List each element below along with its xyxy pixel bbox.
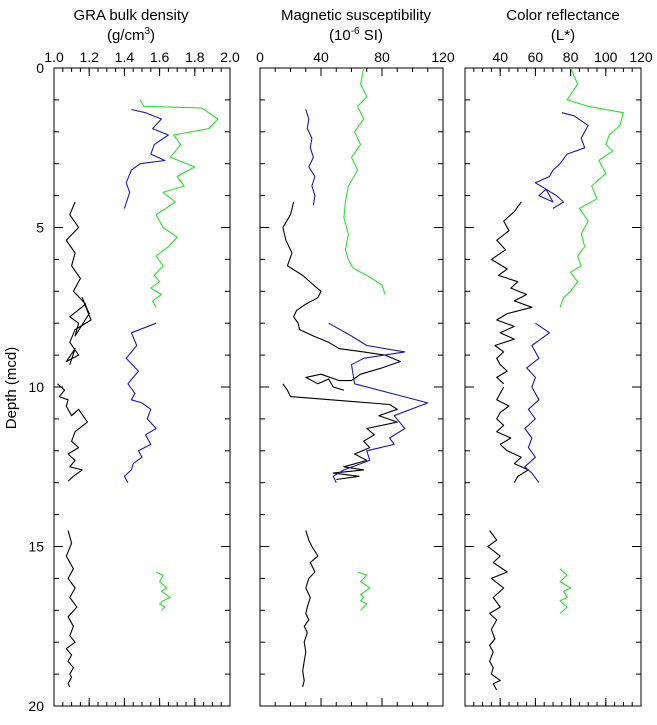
series-trace-green xyxy=(357,571,371,611)
series-trace-black xyxy=(490,201,533,385)
y-axis: Depth (mcd) 0 5 10 15 20 xyxy=(3,60,44,714)
series-trace-green xyxy=(559,568,572,614)
x-tick-label: 1.6 xyxy=(150,49,170,65)
panel-magnetic-susceptibility: Magnetic susceptibility (10-6 SI) 0 40 80 1… xyxy=(256,7,455,707)
x-tick-label: 60 xyxy=(528,49,544,65)
series-trace-black xyxy=(302,530,319,688)
x-tick-label: 1.2 xyxy=(79,49,99,65)
x-tick-label: 0 xyxy=(256,49,264,65)
series-trace-black xyxy=(487,530,508,691)
panel-gra-bulk-density: GRA bulk density (g/cm3) 1.0 1.2 1.4 1.6 1.8… xyxy=(44,7,240,707)
x-tick-label: 120 xyxy=(431,49,455,65)
series-trace-green xyxy=(343,67,386,295)
panel-unit: (10-6 SI) xyxy=(329,26,383,44)
x-tick-label: 120 xyxy=(629,49,653,65)
panel-title: Magnetic susceptibility xyxy=(281,7,432,24)
x-tick-label: 40 xyxy=(313,49,329,65)
series-trace-blue xyxy=(123,322,157,483)
y-tick-label: 5 xyxy=(36,220,44,236)
y-tick-label: 15 xyxy=(28,539,44,555)
series-trace-green xyxy=(155,571,171,611)
series-trace-black xyxy=(282,201,401,391)
x-tick-label: 40 xyxy=(492,49,508,65)
series-trace-blue xyxy=(534,112,589,209)
series-trace-black xyxy=(57,383,88,482)
x-tick-label: 1.0 xyxy=(44,49,64,65)
series-trace-black xyxy=(65,201,92,365)
y-tick-label: 10 xyxy=(28,379,44,395)
series-trace-black xyxy=(282,383,398,481)
x-tick-label: 80 xyxy=(374,49,390,65)
plot-frame xyxy=(464,67,642,707)
series-trace-blue xyxy=(328,322,429,483)
panel-title: GRA bulk density xyxy=(73,7,189,24)
x-tick-label: 80 xyxy=(563,49,579,65)
series-trace-blue xyxy=(524,322,551,484)
x-tick-label: 100 xyxy=(594,49,618,65)
y-axis-label: Depth (mcd) xyxy=(3,347,20,430)
panel-color-reflectance: Color reflectance (L*) 40 60 80 100 120 xyxy=(464,7,653,707)
panel-title: Color reflectance xyxy=(506,7,619,24)
panel-unit: (L*) xyxy=(551,27,575,44)
series-trace-black xyxy=(496,386,529,483)
x-tick-label: 2.0 xyxy=(220,49,240,65)
x-tick-label: 1.8 xyxy=(185,49,205,65)
series-trace-black xyxy=(65,530,78,688)
y-tick-label: 20 xyxy=(28,698,44,714)
panel-unit: (g/cm3) xyxy=(107,26,155,44)
series-trace-green xyxy=(559,67,624,308)
plot-frame xyxy=(259,67,444,707)
x-tick-label: 1.4 xyxy=(115,49,135,65)
series-trace-blue xyxy=(123,108,169,209)
y-tick-label: 0 xyxy=(36,60,44,76)
series-trace-green xyxy=(139,99,219,308)
series-trace-blue xyxy=(305,109,316,206)
